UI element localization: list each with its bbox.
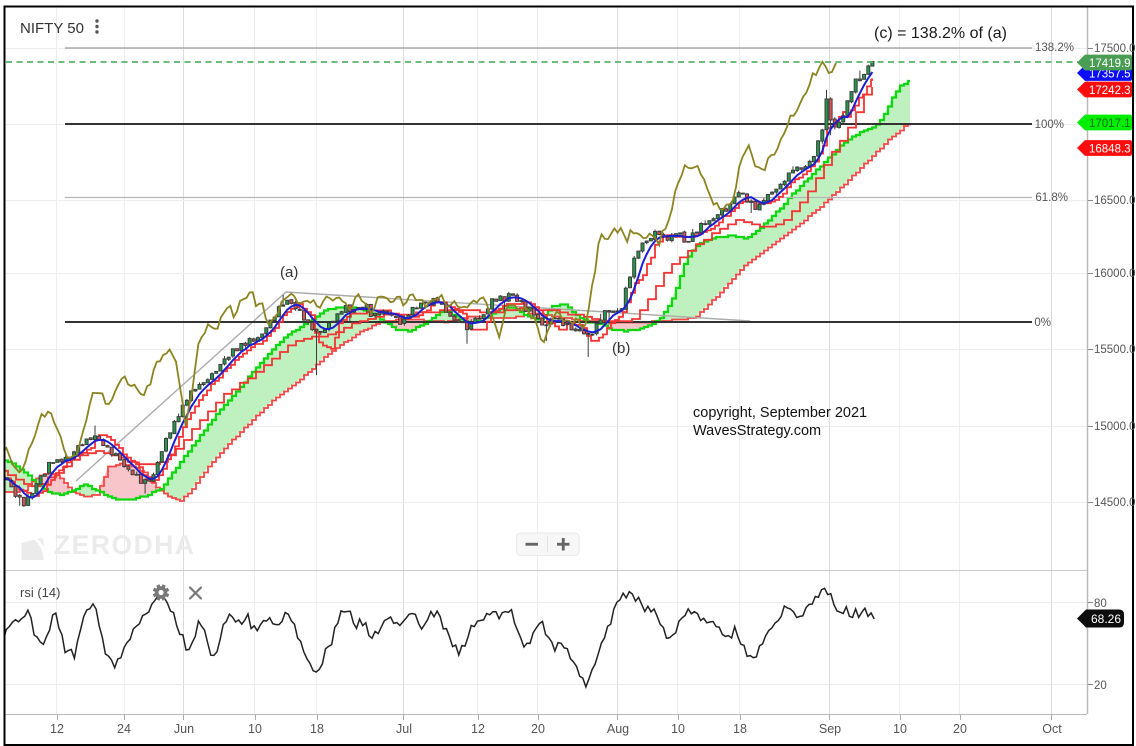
svg-text:Aug: Aug — [607, 722, 629, 736]
svg-text:(b): (b) — [612, 340, 630, 357]
svg-text:12: 12 — [471, 722, 485, 736]
svg-text:18: 18 — [733, 722, 747, 736]
svg-text:Jul: Jul — [396, 722, 412, 736]
svg-text:copyright, September 2021: copyright, September 2021 — [693, 405, 867, 421]
svg-text:100%: 100% — [1035, 119, 1064, 131]
svg-text:15500.0: 15500.0 — [1094, 344, 1136, 356]
svg-text:16000.0: 16000.0 — [1094, 268, 1136, 280]
svg-text:0%: 0% — [1034, 317, 1051, 329]
svg-text:Jun: Jun — [174, 722, 194, 736]
svg-text:WavesStrategy.com: WavesStrategy.com — [693, 423, 821, 439]
svg-text:14500.0: 14500.0 — [1094, 497, 1136, 509]
svg-text:20: 20 — [1094, 680, 1107, 692]
svg-text:(c) = 138.2% of (a): (c) = 138.2% of (a) — [874, 25, 1007, 42]
svg-text:12: 12 — [50, 722, 64, 736]
svg-text:NIFTY 50: NIFTY 50 — [20, 20, 84, 37]
svg-text:15000.0: 15000.0 — [1094, 421, 1136, 433]
svg-text:18: 18 — [310, 722, 324, 736]
svg-text:17500.0: 17500.0 — [1094, 43, 1136, 55]
svg-text:68.26: 68.26 — [1091, 612, 1121, 626]
svg-text:20: 20 — [953, 722, 967, 736]
svg-text:17357.5: 17357.5 — [1089, 69, 1131, 81]
svg-text:61.8%: 61.8% — [1035, 192, 1068, 204]
svg-text:20: 20 — [531, 722, 545, 736]
svg-text:ZERODHA: ZERODHA — [54, 530, 196, 560]
svg-text:17017.1: 17017.1 — [1089, 118, 1131, 130]
svg-text:rsi (14): rsi (14) — [20, 585, 60, 600]
svg-text:10: 10 — [248, 722, 262, 736]
svg-text:(a): (a) — [280, 264, 298, 281]
svg-text:24: 24 — [117, 722, 131, 736]
svg-text:80: 80 — [1094, 598, 1107, 610]
svg-text:17242.3: 17242.3 — [1089, 85, 1131, 97]
svg-text:17419.9: 17419.9 — [1089, 58, 1131, 70]
svg-text:10: 10 — [893, 722, 907, 736]
svg-text:138.2%: 138.2% — [1035, 42, 1074, 54]
svg-text:16848.3: 16848.3 — [1089, 144, 1131, 156]
svg-text:Oct: Oct — [1042, 722, 1062, 736]
svg-text:Sep: Sep — [819, 722, 841, 736]
svg-text:10: 10 — [671, 722, 685, 736]
svg-text:16500.0: 16500.0 — [1094, 195, 1136, 207]
